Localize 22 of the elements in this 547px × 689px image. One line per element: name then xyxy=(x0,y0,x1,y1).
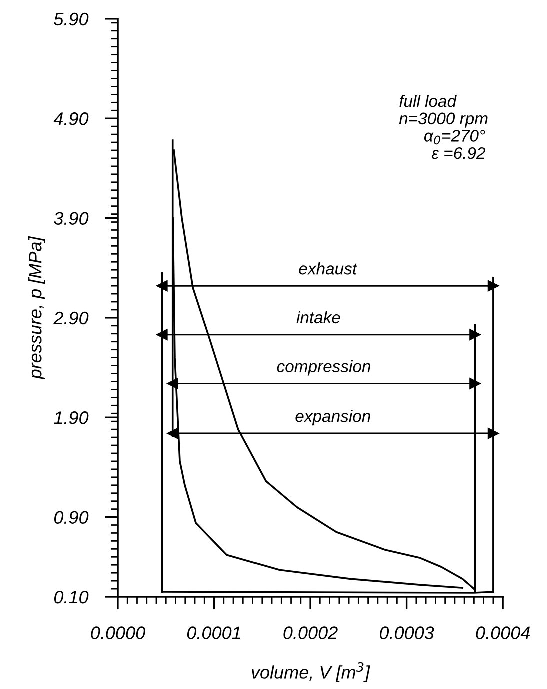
y-tick-label: 4.90 xyxy=(54,112,89,126)
y-tick-label: 3.90 xyxy=(54,212,89,225)
series-label: compression xyxy=(277,360,370,376)
annotation: ε =6.92 xyxy=(432,147,486,160)
annotation: α$_{0}$=270° xyxy=(424,130,486,145)
series-label: intake xyxy=(296,311,340,324)
series-label: expansion xyxy=(296,410,370,426)
annotation: full load xyxy=(400,95,457,108)
y-axis-title: pressure, p [MPa] xyxy=(28,236,46,380)
y-tick-label: 0.90 xyxy=(54,511,89,524)
x-tick-label: 0.0002 xyxy=(284,626,338,640)
x-axis-title: volume, V [m$^{3}$] xyxy=(252,662,370,682)
y-tick-label: 5.90 xyxy=(54,12,89,26)
y-tick-label: 0.10 xyxy=(54,590,89,604)
x-tick-label: 0.0003 xyxy=(380,626,434,640)
annotation: n=3000 rpm xyxy=(399,112,488,128)
x-tick-label: 0.0001 xyxy=(187,626,240,640)
x-tick-label: 0.0004 xyxy=(476,626,530,640)
series-label: exhaust xyxy=(299,262,358,275)
x-tick-label: 0.0000 xyxy=(91,626,146,640)
y-tick-label: 1.90 xyxy=(54,412,89,424)
y-tick-label: 2.90 xyxy=(54,312,89,325)
